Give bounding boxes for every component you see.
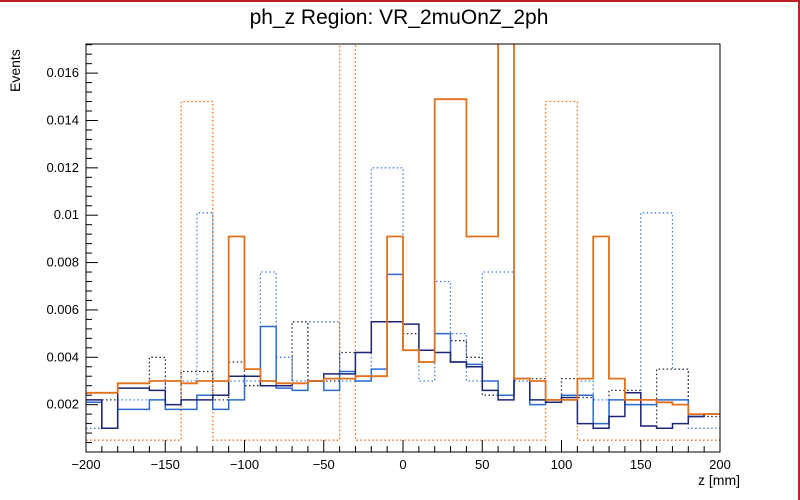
- svg-text:0.002: 0.002: [46, 397, 79, 412]
- svg-text:0.014: 0.014: [46, 112, 79, 127]
- svg-text:150: 150: [630, 457, 652, 472]
- x-axis-title: z [mm]: [698, 472, 740, 488]
- svg-text:100: 100: [551, 457, 573, 472]
- hist-orange-solid: [86, 44, 720, 415]
- svg-text:−200: −200: [71, 457, 100, 472]
- hist-orange-dotted: [86, 44, 720, 441]
- svg-text:200: 200: [709, 457, 731, 472]
- svg-text:0.016: 0.016: [46, 65, 79, 80]
- hist-navy-solid: [86, 321, 720, 430]
- svg-text:−50: −50: [313, 457, 335, 472]
- svg-text:−150: −150: [151, 457, 180, 472]
- svg-text:0.004: 0.004: [46, 349, 79, 364]
- svg-text:50: 50: [475, 457, 489, 472]
- svg-text:0.01: 0.01: [54, 207, 79, 222]
- svg-text:0.008: 0.008: [46, 255, 79, 270]
- y-axis-title: Events: [7, 49, 23, 92]
- svg-text:0: 0: [399, 457, 406, 472]
- svg-text:0.006: 0.006: [46, 302, 79, 317]
- svg-text:0.012: 0.012: [46, 160, 79, 175]
- plot-title: ph_z Region: VR_2muOnZ_2ph: [249, 6, 549, 29]
- hist-blue-solid: [86, 273, 720, 430]
- svg-text:−100: −100: [230, 457, 259, 472]
